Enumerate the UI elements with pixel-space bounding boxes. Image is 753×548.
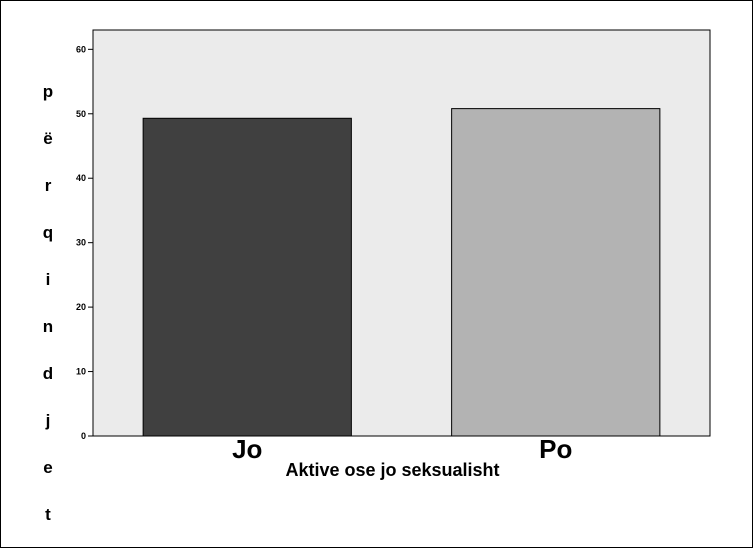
y-tick-label: 60	[76, 44, 86, 54]
y-tick-label: 20	[76, 302, 86, 312]
y-tick-label: 40	[76, 173, 86, 183]
x-tick-label: Jo	[232, 434, 262, 464]
bar-po	[451, 108, 661, 437]
x-tick-label: Po	[539, 434, 572, 464]
y-tick-label: 50	[76, 109, 86, 119]
bar-jo	[142, 117, 352, 437]
x-axis-label: Aktive ose jo seksualisht	[285, 460, 499, 480]
bars	[142, 108, 661, 437]
y-tick-label: 10	[76, 367, 86, 377]
y-tick-label: 30	[76, 238, 86, 248]
x-category-labels: Jo Po	[232, 434, 572, 464]
y-tick-label: 0	[81, 431, 86, 441]
y-axis: 0 10 20 30 40 50 60	[76, 30, 94, 441]
